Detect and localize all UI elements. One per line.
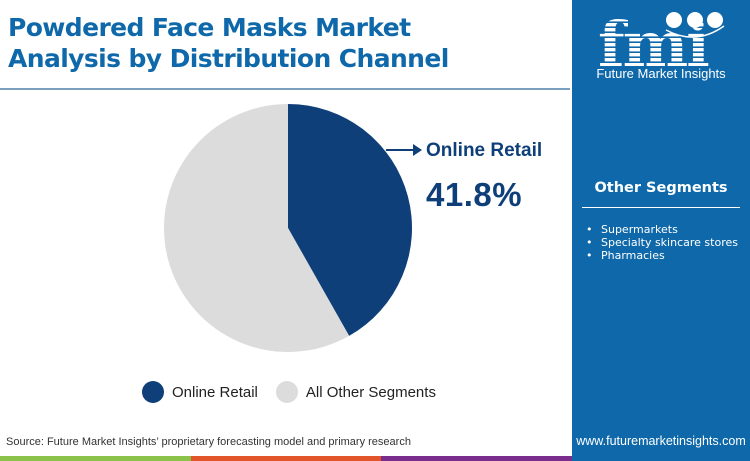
legend-swatch-all-other-segments xyxy=(275,381,298,403)
legend-item-online-retail: Online Retail xyxy=(142,381,258,403)
arrow-right-icon xyxy=(386,144,422,156)
title-divider xyxy=(0,88,570,90)
color-bar xyxy=(0,456,572,461)
title-line-2: Analysis by Distribution Channel xyxy=(8,44,449,73)
sidebar: fmi Future Market Insights Other Segment… xyxy=(572,0,750,461)
legend-item-all-other-segments: All Other Segments xyxy=(275,381,436,403)
page-title: Powdered Face Masks Market Analysis by D… xyxy=(8,12,568,74)
legend-swatch-online-retail xyxy=(142,381,164,403)
legend-label: Online Retail xyxy=(172,383,258,401)
brand-subtitle: Future Market Insights xyxy=(596,66,726,81)
pie-slice-online-retail xyxy=(288,104,412,336)
color-bar-purple xyxy=(381,456,572,461)
pie-svg xyxy=(163,104,412,352)
title-line-1: Powdered Face Masks Market xyxy=(8,13,411,42)
heading-divider xyxy=(582,207,740,208)
list-item: Specialty skincare stores xyxy=(586,236,738,249)
globe-icon xyxy=(687,12,703,28)
callout-value: 41.8% xyxy=(426,176,523,213)
pie-slice-all-other-segments xyxy=(163,104,350,352)
globe-icon xyxy=(666,12,682,28)
list-item: Supermarkets xyxy=(586,223,738,236)
legend-label: All Other Segments xyxy=(305,383,436,401)
list-item: Pharmacies xyxy=(586,249,738,262)
website-link[interactable]: www.futuremarketinsights.com xyxy=(576,434,746,448)
color-bar-orange xyxy=(191,456,381,461)
source-note: Source: Future Market Insights’ propriet… xyxy=(6,436,411,448)
other-segments-list: Supermarkets Specialty skincare stores P… xyxy=(586,223,738,262)
color-bar-green xyxy=(0,456,191,461)
fmi-logo: fmi xyxy=(598,8,725,70)
callout-label: Online Retail xyxy=(426,140,543,161)
globe-icon xyxy=(707,12,723,28)
pie-chart xyxy=(163,103,413,353)
other-segments-heading: Other Segments xyxy=(594,180,728,196)
chart-legend: Online Retail All Other Segments xyxy=(142,381,454,403)
